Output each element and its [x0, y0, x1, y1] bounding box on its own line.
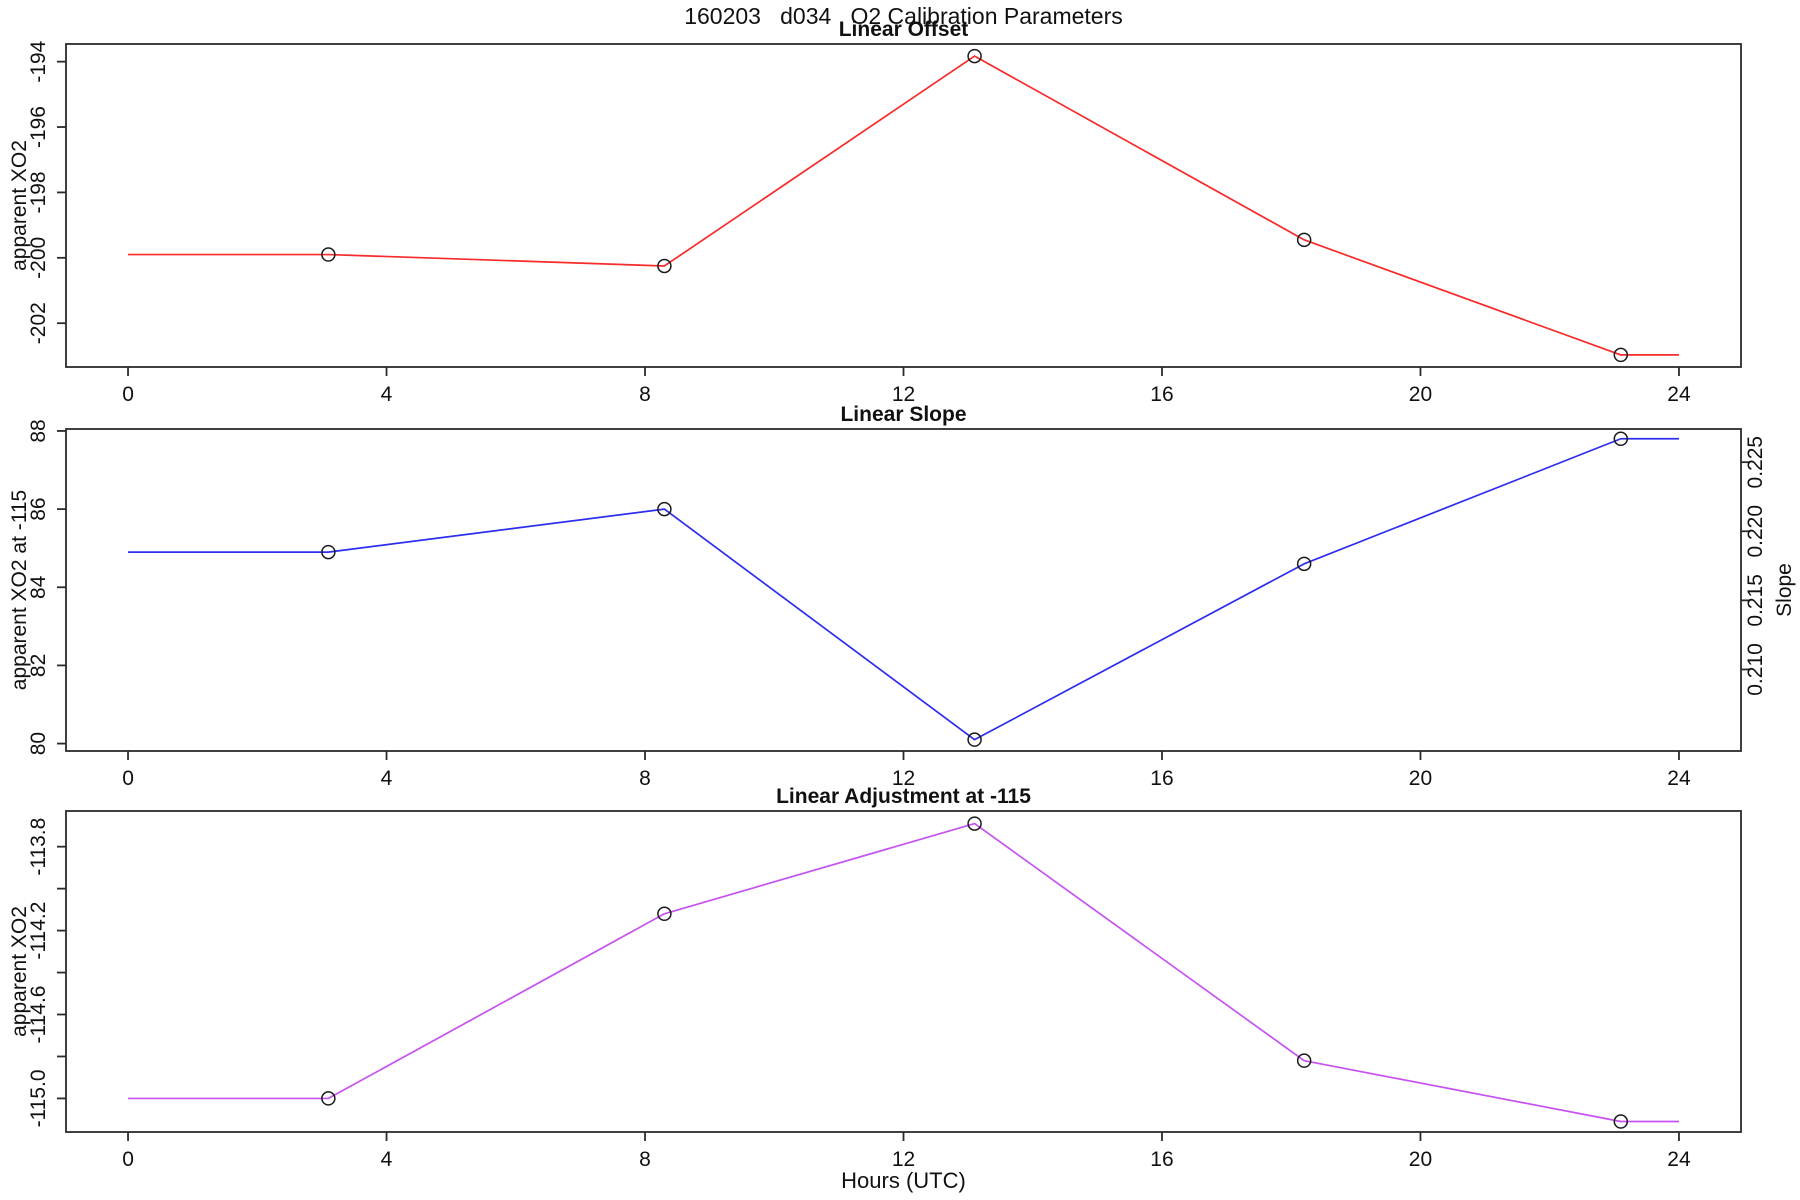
y-tick-label: 86: [27, 497, 50, 520]
right-tick-label: 0.210: [1744, 643, 1767, 696]
y-tick-label: -194: [27, 40, 50, 82]
right-tick-label: 0.215: [1744, 574, 1767, 627]
x-tick-label: 4: [381, 767, 393, 790]
y-axis-label: apparent XO2 at -115: [8, 490, 31, 690]
figure-title: 160203 d034 O2 Calibration Parameters: [684, 3, 1123, 29]
data-point: [657, 906, 672, 922]
data-point: [657, 501, 672, 517]
data-point: [1613, 431, 1629, 447]
data-line: [128, 55, 1679, 356]
data-point: [657, 258, 672, 274]
y-tick-label: -198: [27, 171, 50, 213]
x-tick-label: 20: [1409, 1148, 1432, 1171]
y-tick-label: -200: [27, 237, 50, 279]
right-axis-label: Slope: [1773, 563, 1796, 617]
panel-title: Linear Offset: [839, 18, 969, 41]
plot-border: [65, 810, 1742, 1133]
plot-border: [65, 428, 1742, 752]
data-point: [321, 1091, 336, 1106]
x-tick-label: 16: [1150, 767, 1173, 790]
y-tick-label: 80: [27, 732, 50, 755]
y-tick-label: -202: [27, 302, 50, 344]
x-tick-label: 12: [892, 767, 915, 790]
y-tick-label: -114.2: [27, 902, 50, 960]
data-line: [128, 822, 1679, 1123]
plot-border: [65, 43, 1742, 368]
y-tick-label: -113.8: [27, 818, 50, 876]
x-tick-label: 20: [1409, 383, 1432, 406]
x-tick-label: 8: [639, 767, 651, 790]
x-tick-label: 16: [1150, 1148, 1173, 1171]
x-axis-label: Hours (UTC): [841, 1168, 966, 1193]
y-tick-label: -196: [27, 106, 50, 148]
y-tick-label: -115.0: [27, 1069, 50, 1127]
panel-title: Linear Slope: [840, 403, 966, 426]
data-point: [1296, 232, 1312, 248]
data-line: [128, 437, 1679, 741]
x-tick-label: 12: [892, 1148, 915, 1171]
x-tick-label: 0: [122, 1148, 134, 1171]
x-tick-label: 8: [639, 1148, 651, 1171]
data-point: [321, 544, 336, 560]
data-point: [321, 247, 336, 262]
y-tick-label: 84: [27, 575, 50, 599]
y-axis-label: apparent XO2: [8, 906, 31, 1037]
right-tick-label: 0.225: [1744, 436, 1767, 489]
y-tick-label: 88: [27, 419, 50, 442]
data-point: [1296, 556, 1312, 572]
x-tick-label: 16: [1150, 383, 1173, 406]
data-point: [967, 732, 982, 747]
y-tick-label: -114.6: [27, 986, 50, 1044]
panel-title: Linear Adjustment at -115: [776, 785, 1031, 808]
x-tick-label: 24: [1667, 383, 1691, 406]
x-tick-label: 4: [381, 1148, 393, 1171]
x-tick-label: 24: [1667, 1148, 1691, 1171]
data-point: [1613, 1114, 1629, 1129]
right-tick-label: 0.220: [1744, 505, 1767, 558]
x-tick-label: 20: [1409, 767, 1432, 790]
x-tick-label: 12: [892, 383, 915, 406]
x-tick-label: 0: [122, 767, 134, 790]
x-tick-label: 24: [1667, 767, 1691, 790]
data-point: [1296, 1053, 1312, 1068]
panel-3: Linear Adjustment at -115 0 4 8 12 16 20 24 -113…: [8, 785, 1742, 1171]
x-tick-label: 8: [639, 383, 651, 406]
x-tick-label: 0: [122, 383, 134, 406]
y-tick-label: 82: [27, 654, 50, 677]
data-point: [1613, 347, 1629, 363]
data-point: [967, 816, 982, 831]
data-point: [967, 48, 982, 64]
y-axis-label: apparent XO2: [8, 140, 31, 271]
x-tick-label: 4: [381, 383, 393, 406]
panel-2: Linear Slope 0 4 8 12 16 20 24 88 86 84 82 80 apparen…: [8, 403, 1796, 790]
panel-1: Linear Offset 0 4 8 12 16 20 24 -194 -196 -198 -200…: [8, 18, 1742, 406]
